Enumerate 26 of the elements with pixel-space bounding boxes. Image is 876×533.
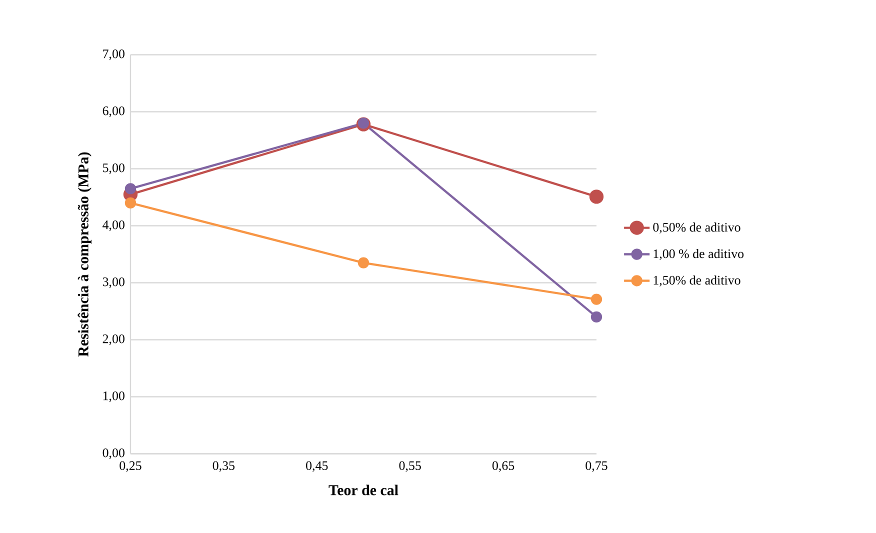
y-tick-label: 4,00 xyxy=(102,220,124,232)
x-tick-label: 0,45 xyxy=(306,461,328,472)
x-tick-label: 0,55 xyxy=(399,461,421,472)
x-axis-title: Teor de cal xyxy=(328,484,398,496)
y-tick-label: 0,00 xyxy=(102,448,124,460)
legend-label: 1,00 % de aditivo xyxy=(654,249,744,260)
point xyxy=(358,118,370,129)
point xyxy=(590,311,602,323)
point xyxy=(589,190,604,204)
x-tick-label: 0,35 xyxy=(212,461,235,472)
legend-label: 1,50% de aditivo xyxy=(654,275,740,286)
y-axis-title: Resistência à compressão (MPa) xyxy=(78,152,92,357)
point xyxy=(124,197,136,209)
point xyxy=(590,294,602,305)
point xyxy=(358,257,370,268)
y-tick-label: 3,00 xyxy=(102,277,124,288)
y-tick-label: 1,00 xyxy=(103,391,124,402)
x-tick-label: 0,65 xyxy=(492,461,514,472)
y-tick-label: 5,00 xyxy=(103,163,124,174)
x-tick-label: 0,25 xyxy=(120,461,142,472)
point xyxy=(124,183,136,194)
y-tick-label: 2,00 xyxy=(102,334,124,346)
y-tick-label: 6,00 xyxy=(102,106,124,118)
x-tick-label: 0,75 xyxy=(586,461,608,472)
legend-label: 0,50% de aditivo xyxy=(653,222,740,234)
y-tick-label: 7,00 xyxy=(103,49,124,60)
